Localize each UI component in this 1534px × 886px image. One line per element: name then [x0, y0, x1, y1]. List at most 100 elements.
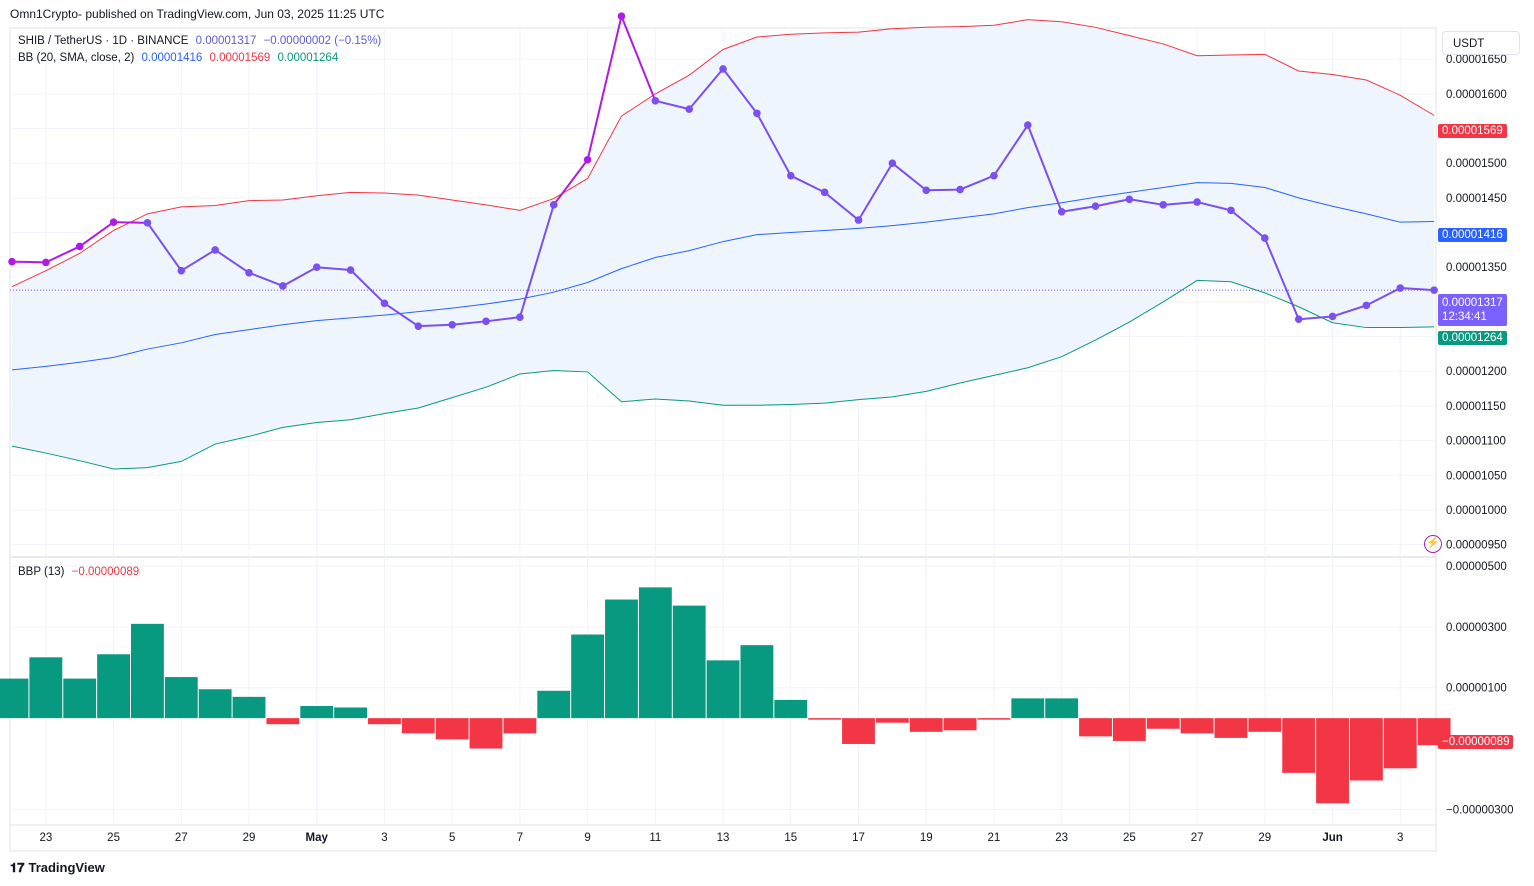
x-tick-label: 13 — [717, 832, 730, 844]
bbp-bar — [266, 718, 300, 725]
price-segment — [452, 320, 487, 326]
price-point — [583, 155, 592, 164]
price-point — [786, 171, 795, 180]
symbol-name[interactable]: SHIB / TetherUS · 1D · BINANCE — [18, 35, 189, 47]
bbp-bar — [1349, 718, 1383, 781]
y-tick-label: 0.00000300 — [1446, 622, 1507, 634]
bb-label[interactable]: BB (20, SMA, close, 2) — [18, 52, 135, 64]
y-tick-label: 0.00001500 — [1446, 158, 1507, 170]
price-segment — [926, 188, 961, 192]
x-tick-label: 3 — [381, 832, 387, 844]
price-point — [651, 97, 660, 105]
bbp-bar — [943, 718, 977, 731]
y-tick-label: 0.00001350 — [1446, 262, 1507, 274]
price-point — [888, 159, 897, 168]
x-tick-label: 27 — [1191, 832, 1204, 844]
price-segment — [146, 222, 183, 272]
price-point — [42, 258, 50, 267]
price-segment — [11, 260, 46, 264]
bbp-bar — [401, 718, 435, 734]
bb-upper-value: 0.00001569 — [209, 52, 271, 64]
bbp-bar — [1282, 718, 1316, 773]
x-tick-label: 17 — [852, 832, 865, 844]
x-tick-label: Jun — [1322, 832, 1342, 844]
bbp-bar — [469, 718, 503, 749]
bb-lower-value: 0.00001264 — [277, 52, 339, 64]
price-point — [820, 188, 829, 197]
y-tick-label: 0.00000950 — [1446, 540, 1507, 552]
y-tick-label: 0.00001650 — [1446, 54, 1507, 66]
x-tick-label: 23 — [1055, 832, 1068, 844]
y-tick-label: 0.00001150 — [1446, 401, 1506, 413]
price-point — [245, 268, 253, 277]
tradingview-footer[interactable]: 𝟏𝟕 TradingView — [10, 860, 105, 876]
last-price-tag: 0.00001317 12:34:41 — [1438, 294, 1507, 326]
price-point — [516, 313, 524, 321]
price-segment — [1129, 198, 1164, 206]
price-point — [1362, 301, 1371, 310]
price-segment — [586, 15, 623, 160]
x-tick-label: 25 — [1123, 832, 1136, 844]
bbp-bar — [808, 718, 842, 720]
y-tick-label: 0.00001000 — [1446, 505, 1507, 517]
bbp-bar — [198, 689, 232, 719]
price-point — [177, 266, 186, 275]
bbp-bar — [875, 718, 909, 723]
lightning-icon[interactable]: ⚡ — [1424, 535, 1442, 553]
x-tick-label: 23 — [39, 832, 52, 844]
x-tick-label: 25 — [107, 832, 120, 844]
tradingview-logo-icon: 𝟏𝟕 — [10, 860, 25, 875]
price-point — [1159, 201, 1168, 209]
bbp-bar — [300, 705, 334, 719]
last-price-tag-value: 0.00001317 — [1442, 297, 1503, 309]
price-segment — [891, 162, 927, 192]
bbp-bar — [1045, 698, 1079, 719]
price-segment — [1061, 205, 1096, 213]
bbp-bar — [29, 657, 63, 719]
countdown-timer: 12:34:41 — [1442, 311, 1487, 323]
x-tick-label: 7 — [517, 832, 523, 844]
bbp-bar — [977, 718, 1011, 720]
bbp-bar — [1214, 718, 1248, 738]
bbp-bar — [131, 623, 164, 719]
price-segment — [824, 191, 860, 221]
bb-basis-value: 0.00001416 — [141, 52, 203, 64]
price-point — [211, 246, 219, 254]
y-tick-label: 0.00000100 — [1446, 683, 1507, 695]
price-point — [109, 218, 118, 226]
price-segment — [1196, 201, 1232, 212]
price-point — [1024, 121, 1032, 129]
price-segment — [1163, 201, 1198, 206]
bbp-label[interactable]: BBP (13) — [18, 566, 65, 578]
y-tick-label: −0.00000300 — [1446, 804, 1513, 816]
bbp-value: −0.00000089 — [71, 566, 140, 578]
price-point — [549, 201, 558, 209]
bbp-bar — [164, 677, 198, 719]
bbp-bar — [0, 678, 29, 719]
bbp-bar — [232, 696, 266, 719]
x-tick-label: 5 — [449, 832, 455, 844]
price-segment — [1332, 304, 1367, 318]
price-point — [1091, 202, 1100, 211]
currency-selector[interactable]: USDT — [1442, 31, 1520, 55]
bbp-bar — [1079, 718, 1112, 737]
price-segment — [756, 112, 792, 177]
price-segment — [790, 174, 826, 194]
price-segment — [1095, 198, 1130, 208]
x-tick-label: 3 — [1397, 832, 1403, 844]
price-segment — [1400, 287, 1435, 292]
bb-band-fill — [12, 19, 1435, 470]
last-price: 0.00001317 — [195, 35, 257, 47]
bbp-bar — [774, 699, 808, 719]
price-segment — [248, 271, 284, 287]
x-tick-label: 19 — [920, 832, 933, 844]
x-tick-label: 11 — [649, 832, 661, 844]
price-segment — [959, 174, 995, 191]
x-tick-label: 27 — [175, 832, 188, 844]
price-point — [719, 65, 727, 73]
x-tick-label: 29 — [1258, 832, 1271, 844]
price-point — [1430, 286, 1438, 294]
price-point — [1396, 284, 1405, 292]
bb-lower-line — [11, 279, 1435, 470]
